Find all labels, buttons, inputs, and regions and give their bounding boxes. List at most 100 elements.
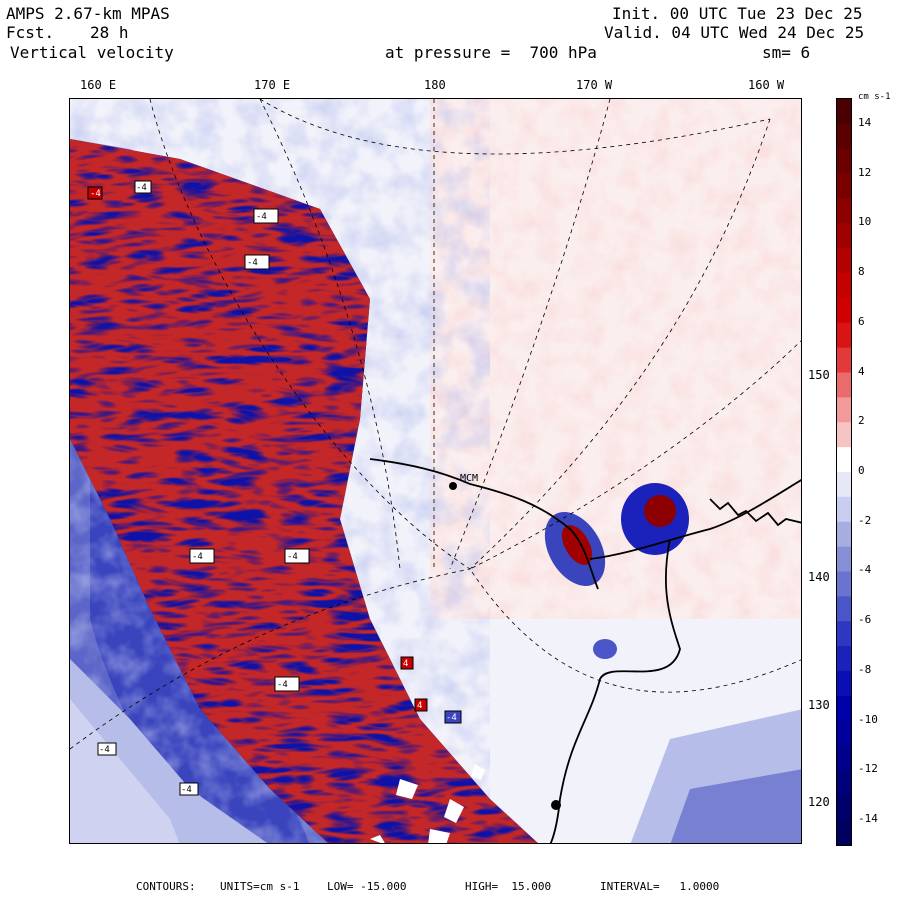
- colorbar: [836, 98, 852, 846]
- colorbar-segment: [837, 422, 851, 448]
- colorbar-segment: [837, 99, 851, 125]
- colorbar-segment: [837, 148, 851, 175]
- lon-label-180: 180: [424, 78, 446, 92]
- contour-label-boxes: -4 -4 -4 -4 -4 -4 -4 4 4 -4 -4 -4: [87, 180, 462, 796]
- svg-text:-4: -4: [99, 745, 110, 755]
- svg-text:-4: -4: [181, 785, 192, 795]
- colorbar-segment: [837, 347, 851, 374]
- colorbar-tick-label: -6: [858, 613, 872, 627]
- svg-text:-4: -4: [256, 212, 267, 222]
- model-title: AMPS 2.67-km MPAS: [6, 4, 170, 23]
- colorbar-segment: [837, 372, 851, 398]
- contour-box: -4: [87, 186, 103, 200]
- contour-box: -4: [284, 548, 310, 564]
- svg-text:-4: -4: [277, 680, 288, 690]
- colorbar-tick-label: 4: [858, 364, 865, 378]
- contour-box: -4: [189, 548, 215, 564]
- contour-box: -4: [134, 180, 152, 194]
- svg-text:4: 4: [417, 701, 422, 711]
- colorbar-segment: [837, 795, 851, 821]
- colorbar-segment: [837, 248, 851, 274]
- colorbar-tick-label: 14: [858, 115, 872, 129]
- contour-box: 4: [414, 698, 428, 712]
- colorbar-segment: [837, 646, 851, 672]
- svg-text:-4: -4: [446, 713, 457, 723]
- colorbar-segment: [837, 322, 851, 349]
- colorbar-tick-label: 6: [858, 314, 865, 328]
- svg-text:-4: -4: [287, 552, 298, 562]
- colorbar-segment: [837, 273, 851, 299]
- smoothing-value: sm= 6: [762, 43, 811, 62]
- valid-time: Valid. 04 UTC Wed 24 Dec 25: [604, 23, 865, 42]
- colorbar-segment: [837, 198, 851, 224]
- colorbar-segment: [837, 745, 851, 771]
- svg-text:4: 4: [403, 659, 408, 669]
- colorbar-segment: [837, 820, 851, 846]
- southeast-darker-blue: [670, 769, 801, 843]
- pressure-level: at pressure = 700 hPa: [385, 43, 597, 62]
- contour-box: -4: [274, 676, 300, 692]
- colorbar-segment: [837, 472, 851, 498]
- graticule: [70, 99, 801, 750]
- colorbar-segment: [837, 571, 851, 597]
- contour-box: -4: [253, 208, 279, 224]
- colorbar-segment: [837, 297, 851, 324]
- footer-contours: CONTOURS:: [136, 880, 196, 893]
- colorbar-segment: [837, 695, 851, 722]
- lon-label-170w: 170 W: [576, 78, 613, 92]
- contour-box: -4: [179, 782, 199, 796]
- colorbar-units: cm s-1: [858, 92, 891, 102]
- colorbar-tick-label: -8: [858, 662, 872, 676]
- colorbar-tick-label: -10: [858, 712, 878, 726]
- colorbar-tick-label: -14: [858, 812, 878, 826]
- colorbar-segment: [837, 770, 851, 796]
- eastern-convection: [544, 483, 689, 659]
- contour-box: 4: [400, 656, 414, 670]
- colorbar-segment: [837, 546, 851, 572]
- east-noise-texture: [430, 99, 801, 619]
- forecast-label: Fcst.: [6, 23, 55, 42]
- colorbar-tick-label: 8: [858, 265, 865, 279]
- footer-interval: INTERVAL= 1.0000: [600, 880, 720, 893]
- field-name: Vertical velocity: [10, 43, 174, 62]
- south-station-marker: [551, 800, 561, 810]
- contour-box: -4: [244, 254, 270, 270]
- colorbar-tick-label: -4: [858, 563, 872, 577]
- colorbar-svg: [837, 99, 851, 846]
- lon-label-160e: 160 E: [80, 78, 117, 92]
- init-time: Init. 00 UTC Tue 23 Dec 25: [612, 4, 863, 23]
- forecast-value: 28 h: [90, 23, 129, 42]
- footer-units: UNITS=cm s-1: [220, 880, 300, 893]
- vertical-velocity-map: MCM -4 -4 -4 -4 -4 -4 -4 4 4 -4 -4 -4: [69, 98, 802, 844]
- svg-text:-4: -4: [247, 258, 258, 268]
- colorbar-tick-label: -2: [858, 513, 872, 527]
- colorbar-segment: [837, 596, 851, 622]
- colorbar-tick-label: -12: [858, 762, 878, 776]
- footer-high: HIGH= 15.000: [465, 880, 552, 893]
- svg-text:-4: -4: [90, 189, 101, 199]
- svg-text:-4: -4: [192, 552, 203, 562]
- map-svg: MCM -4 -4 -4 -4 -4 -4 -4 4 4 -4 -4 -4: [70, 99, 801, 843]
- colorbar-segment: [837, 621, 851, 647]
- colorbar-segment: [837, 397, 851, 423]
- colorbar-segment: [837, 521, 851, 548]
- colorbar-tick-label: 2: [858, 414, 865, 428]
- contour-box: -4: [97, 742, 117, 756]
- colorbar-segment: [837, 496, 851, 523]
- coastline: [369, 458, 801, 843]
- colorbar-segment: [837, 123, 851, 150]
- colorbar-tick-label: 0: [858, 464, 865, 477]
- colorbar-segment: [837, 447, 851, 473]
- mcmurdo-station-marker: [449, 482, 457, 490]
- colorbar-segment: [837, 173, 851, 199]
- contour-box: -4: [444, 710, 462, 724]
- colorbar-tick-label: 12: [858, 165, 872, 179]
- colorbar-segment: [837, 223, 851, 249]
- colorbar-segment: [837, 670, 851, 697]
- lon-label-170e: 170 E: [254, 78, 291, 92]
- footer-low: LOW= -15.000: [327, 880, 407, 893]
- colorbar-tick-label: 10: [858, 215, 872, 229]
- lon-label-160w: 160 W: [748, 78, 785, 92]
- station-label: MCM: [460, 473, 478, 484]
- missing-data-patches: [370, 764, 485, 843]
